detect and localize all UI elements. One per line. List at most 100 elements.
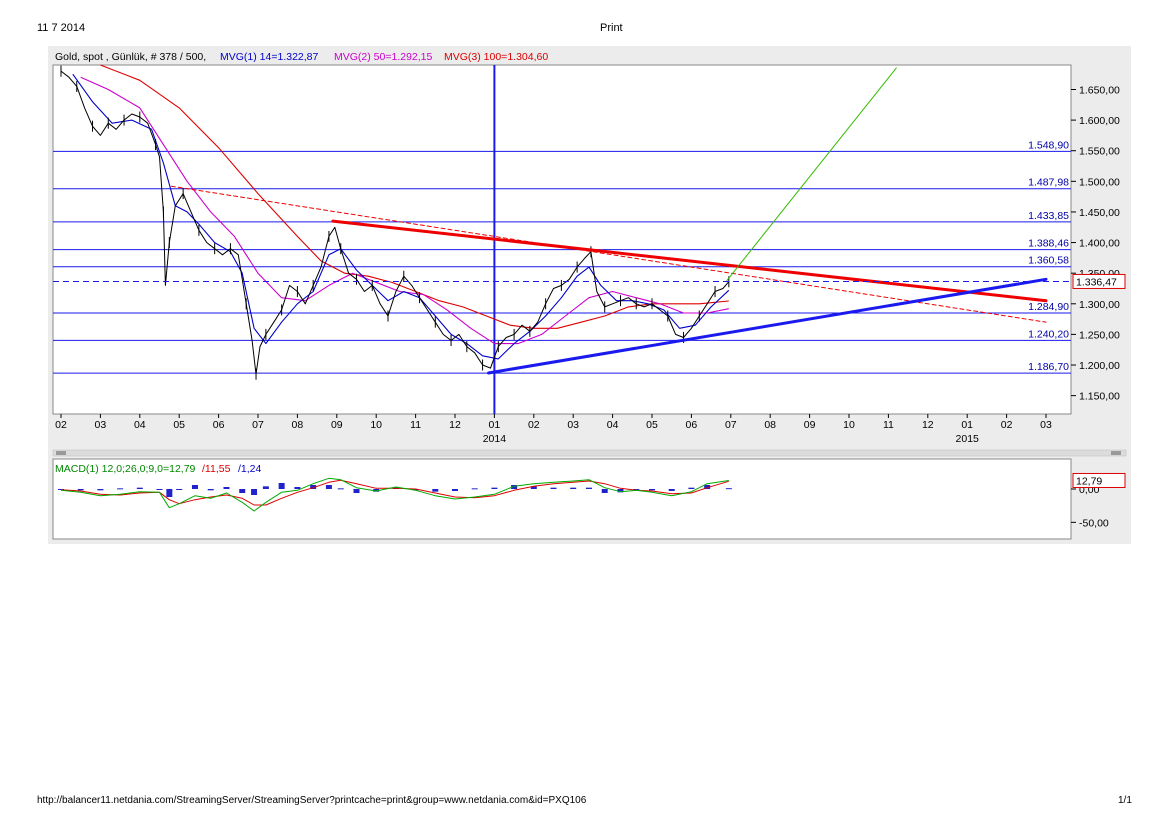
resize-handle-right-icon[interactable] (1111, 451, 1121, 455)
x-tick-label: 03 (95, 419, 107, 431)
macd-hist-bar (176, 489, 183, 490)
macd-hist-bar (262, 486, 269, 489)
level-label: 1.433,85 (1028, 210, 1069, 222)
macd-hist-bar (337, 488, 344, 490)
x-tick-label: 01 (489, 419, 501, 431)
macd-hist-bar (704, 485, 711, 489)
macd-hist-bar (136, 487, 143, 489)
level-label: 1.548,90 (1028, 139, 1069, 151)
resize-handle-left-icon[interactable] (56, 451, 66, 455)
macd-hist-bar (191, 485, 198, 489)
footer-page-number: 1/1 (1118, 795, 1132, 806)
x-tick-label: 07 (252, 419, 264, 431)
macd-hist-bar (117, 488, 124, 490)
header-ma2: MVG(2) 50=1.292,15 (334, 51, 433, 63)
year-label: 2014 (483, 433, 507, 445)
macd-main-line (60, 477, 729, 512)
x-tick-label: 08 (292, 419, 304, 431)
price-line (60, 70, 730, 375)
macd-hist-bar (668, 489, 675, 491)
level-label: 1.284,90 (1028, 301, 1069, 313)
x-tick-label: 09 (804, 419, 816, 431)
macd-hist-bar (156, 489, 163, 490)
x-tick-label: 11 (410, 419, 421, 431)
macd-hist-bar (97, 489, 104, 491)
macd-hist-bar (550, 487, 557, 489)
macd-hist-bar (223, 487, 230, 489)
x-tick-label: 11 (883, 419, 894, 431)
year-label: 2015 (956, 433, 980, 445)
x-tick-label: 12 (922, 419, 934, 431)
macd-header-signal: /11,55 (202, 463, 231, 475)
x-tick-label: 07 (725, 419, 737, 431)
header-ma1: MVG(1) 14=1.322,87 (220, 51, 319, 63)
footer-url: http://balancer11.netdania.com/Streaming… (37, 795, 587, 806)
macd-y-tick-label: -50,00 (1079, 517, 1109, 529)
y-tick-label: 1.300,00 (1079, 299, 1120, 311)
y-tick-label: 1.500,00 (1079, 176, 1120, 188)
ma14-line (72, 73, 730, 360)
macd-hist-bar (207, 489, 214, 491)
macd-signal-line (60, 479, 729, 506)
macd-hist-bar (491, 487, 498, 489)
x-tick-label: 12 (449, 419, 461, 431)
level-label: 1.360,58 (1028, 255, 1069, 267)
macd-hist-bar (294, 487, 301, 489)
print-title: Print (600, 22, 623, 34)
panel-separator[interactable] (52, 449, 1127, 457)
macd-panel (52, 458, 1072, 540)
x-tick-label: 06 (686, 419, 698, 431)
chart: 1.548,90 1.487,98 1.433,85 1.388,46 1.360,58… (52, 51, 1127, 540)
macd-hist-bar (58, 489, 64, 490)
level-label: 1.240,20 (1028, 328, 1069, 340)
macd-header-main: MACD(1) 12,0;26,0;9,0=12,79 (55, 463, 196, 475)
y-tick-label: 1.200,00 (1079, 360, 1120, 372)
print-date: 11 7 2014 (37, 22, 86, 34)
y-tick-label: 1.150,00 (1079, 391, 1120, 403)
x-tick-label: 08 (764, 419, 776, 431)
trendline-resistance (331, 219, 1048, 303)
x-tick-label: 10 (843, 419, 855, 431)
macd-hist-bar (649, 489, 655, 491)
x-tick-label: 10 (370, 419, 382, 431)
x-tick-label: 04 (134, 419, 146, 431)
macd-hist-bar (452, 489, 458, 491)
ma50-line (80, 76, 729, 345)
macd-hist-bar (585, 487, 592, 489)
macd-hist-bar (373, 489, 380, 492)
trendline-projection (726, 67, 897, 282)
macd-hist-bar (166, 489, 173, 497)
level-label: 1.487,98 (1028, 177, 1069, 189)
x-tick-label: 02 (55, 419, 67, 431)
macd-hist-bar (570, 487, 577, 489)
macd-header-hist: /1,24 (238, 463, 262, 475)
y-tick-label: 1.550,00 (1079, 146, 1120, 158)
y-tick-label: 1.600,00 (1079, 115, 1120, 127)
macd-hist-bar (530, 486, 537, 489)
macd-hist-bar (239, 489, 246, 493)
macd-hist-bar (601, 489, 608, 493)
x-tick-label: 01 (961, 419, 973, 431)
y-tick-label: 1.400,00 (1079, 238, 1120, 250)
macd-last-box (1072, 472, 1126, 488)
macd-hist-bar (278, 483, 285, 489)
trendline-support (486, 277, 1048, 375)
x-tick-label: 05 (646, 419, 658, 431)
x-tick-label: 06 (213, 419, 225, 431)
x-tick-label: 04 (607, 419, 619, 431)
ma100-line (100, 64, 729, 329)
macd-hist-bar (310, 485, 317, 489)
x-tick-label: 03 (567, 419, 579, 431)
macd-hist-bar (511, 485, 518, 489)
macd-hist-bar (633, 489, 640, 490)
x-tick-label: 03 (1040, 419, 1052, 431)
last-price-label: 1.336,47 (1076, 276, 1117, 288)
header-ma3: MVG(3) 100=1.304,60 (444, 51, 548, 63)
macd-hist-bar (688, 487, 695, 489)
macd-hist-bar (471, 488, 478, 490)
macd-hist-bar (412, 489, 419, 491)
y-tick-label: 1.450,00 (1079, 207, 1120, 219)
macd-hist-bar (77, 489, 84, 491)
x-tick-label: 02 (528, 419, 540, 431)
macd-last-label: 12,79 (1076, 475, 1102, 487)
